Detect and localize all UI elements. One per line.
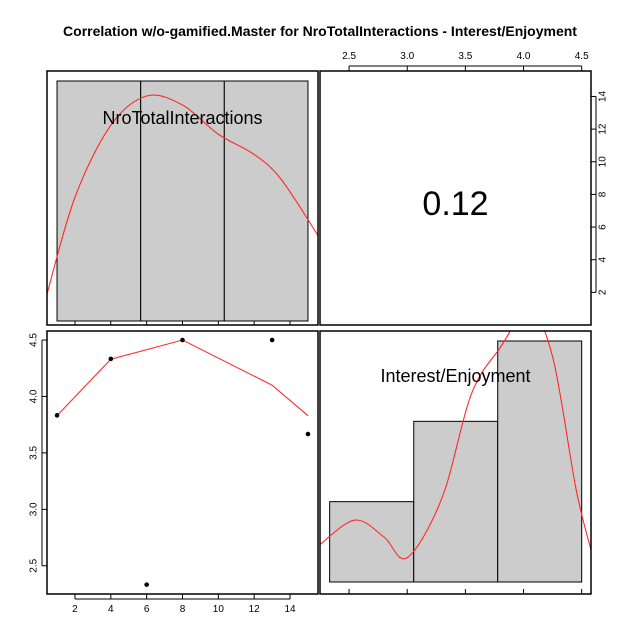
panel-border bbox=[46, 330, 319, 595]
tick-label: 8 bbox=[180, 604, 186, 615]
tick-label: 10 bbox=[213, 604, 225, 615]
tick-label: 4.0 bbox=[29, 389, 40, 403]
panels: NroTotalInteractions 0.12 Interest/Enjoyme… bbox=[29, 51, 609, 615]
tick-label: 6 bbox=[598, 224, 609, 230]
tick-label: 3.0 bbox=[400, 51, 414, 62]
scatter-point bbox=[305, 431, 311, 437]
tick-label: 3.5 bbox=[29, 446, 40, 460]
histogram-bar bbox=[497, 340, 583, 583]
scatter-point bbox=[144, 582, 149, 587]
variable-label: Interest/Enjoyment bbox=[380, 366, 530, 386]
tick-label: 8 bbox=[598, 191, 609, 197]
histogram-bar bbox=[140, 80, 225, 322]
panel-border bbox=[319, 70, 592, 326]
tick-label: 2 bbox=[598, 289, 609, 295]
tick-label: 2 bbox=[72, 604, 78, 615]
scatter-point bbox=[54, 413, 60, 418]
histogram-bar bbox=[413, 420, 499, 583]
scatter-point bbox=[180, 337, 185, 343]
tick-label: 4 bbox=[108, 604, 114, 615]
tick-label: 4.5 bbox=[29, 333, 40, 347]
chart-title: Correlation w/o-gamified.Master for NroT… bbox=[63, 23, 577, 39]
panel-border bbox=[319, 330, 592, 595]
histogram-bar bbox=[329, 501, 415, 583]
density-curve bbox=[320, 331, 591, 560]
tick-label: 6 bbox=[144, 604, 150, 615]
histogram-bar bbox=[223, 80, 309, 322]
tick-label: 2.5 bbox=[342, 51, 356, 62]
variable-label: NroTotalInteractions bbox=[102, 108, 262, 128]
tick-label: 10 bbox=[598, 156, 609, 168]
tick-label: 3.5 bbox=[458, 51, 472, 62]
tick-label: 4.0 bbox=[517, 51, 531, 62]
scatter-point bbox=[269, 337, 275, 343]
tick-label: 12 bbox=[598, 123, 609, 135]
tick-label: 4 bbox=[598, 256, 609, 262]
correlation-value: 0.12 bbox=[422, 185, 488, 223]
histogram-bar bbox=[56, 80, 142, 322]
tick-label: 12 bbox=[249, 604, 261, 615]
smooth-line bbox=[56, 339, 309, 417]
tick-label: 3.0 bbox=[29, 502, 40, 516]
tick-label: 2.5 bbox=[29, 558, 40, 572]
tick-label: 4.5 bbox=[575, 51, 589, 62]
tick-label: 14 bbox=[598, 90, 609, 102]
scatter-point bbox=[108, 356, 114, 362]
tick-label: 14 bbox=[284, 604, 296, 615]
density-curve bbox=[47, 94, 318, 295]
